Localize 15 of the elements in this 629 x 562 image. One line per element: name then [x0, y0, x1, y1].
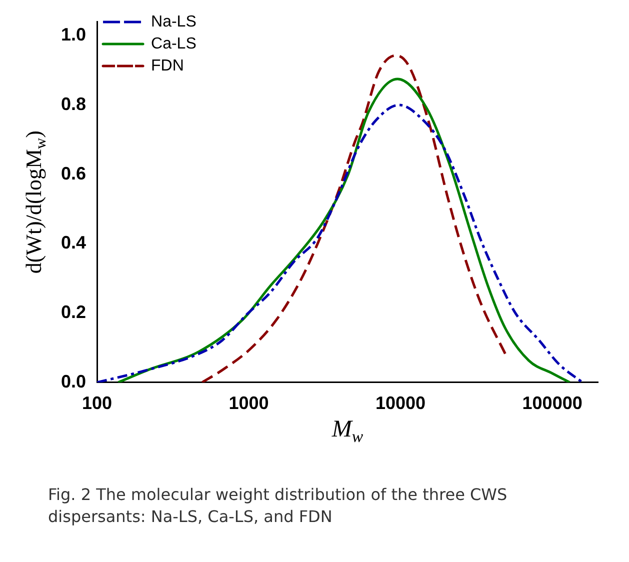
y-tick-label: 0.4 — [60, 232, 86, 253]
caption: Fig. 2 The molecular weight distribution of the three CWS dispersants: Na-LS, Ca-LS, and FDN — [47, 484, 508, 528]
y-tick-label: 0.8 — [60, 94, 86, 114]
y-tick-label: 0.2 — [60, 302, 86, 322]
legend-label: Na-LS — [151, 13, 196, 30]
x-tick-label: 10000 — [376, 393, 426, 414]
x-tick-label: 1000 — [228, 393, 269, 414]
legend-label: Ca-LS — [151, 35, 196, 52]
x-tick-label: 100000 — [522, 393, 582, 414]
y-tick-label: 1.0 — [60, 24, 86, 45]
y-axis-title: d(Wt)/d(logMw) — [20, 130, 50, 274]
x-tick-label: 100 — [82, 393, 112, 414]
y-tick-label: 0.0 — [60, 371, 86, 392]
legend-label: FDN — [151, 57, 184, 74]
y-tick-label: 0.6 — [60, 163, 86, 184]
